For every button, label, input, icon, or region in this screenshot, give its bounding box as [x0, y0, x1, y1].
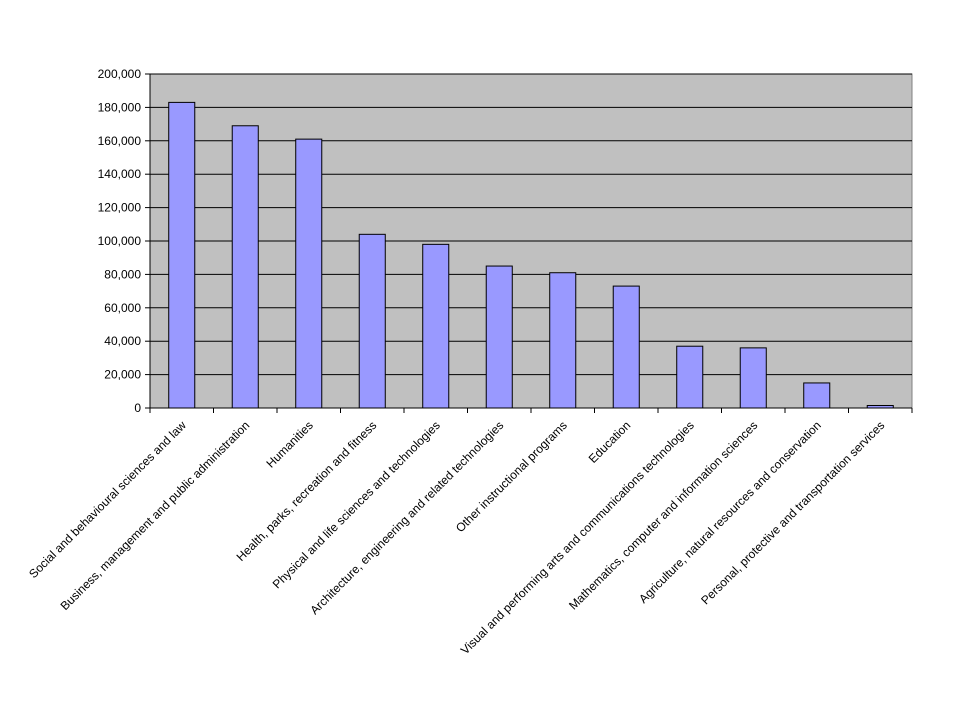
- bar: [295, 138, 323, 409]
- bar: [612, 285, 640, 409]
- bar: [168, 101, 196, 409]
- y-tick-label: 120,000: [98, 201, 142, 215]
- axes: [145, 73, 913, 413]
- y-tick-label: 180,000: [98, 100, 142, 114]
- bar: [739, 347, 767, 409]
- y-tick-label: 80,000: [104, 267, 141, 281]
- bar: [803, 382, 831, 409]
- y-tick-label: 160,000: [98, 134, 142, 148]
- y-tick-label: 140,000: [98, 167, 142, 181]
- x-category-label: Humanities: [264, 418, 316, 470]
- y-tick-label: 200,000: [98, 67, 142, 81]
- bar: [231, 125, 259, 409]
- y-tick-label: 100,000: [98, 234, 142, 248]
- y-tick-label: 40,000: [104, 334, 141, 348]
- gridlines: [150, 73, 912, 376]
- y-tick-label: 0: [134, 401, 141, 415]
- y-tick-label: 60,000: [104, 301, 141, 315]
- bar: [358, 233, 386, 409]
- x-tick-labels: Social and behavioural sciences and lawB…: [26, 418, 887, 657]
- bar: [422, 243, 450, 409]
- y-tick-labels: 0 20,000 40,000 60,000 80,000 100,000 120,000 1…: [98, 67, 142, 415]
- bar: [485, 265, 513, 409]
- x-category-label: Other instructional programs: [453, 418, 570, 535]
- x-category-label: Visual and performing arts and communica…: [458, 418, 697, 657]
- x-category-label: Education: [586, 418, 634, 466]
- y-tick-label: 20,000: [104, 368, 141, 382]
- bar: [549, 272, 577, 409]
- bar: [676, 345, 704, 409]
- x-category-label: Health, parks, recreation and fitness: [234, 418, 380, 564]
